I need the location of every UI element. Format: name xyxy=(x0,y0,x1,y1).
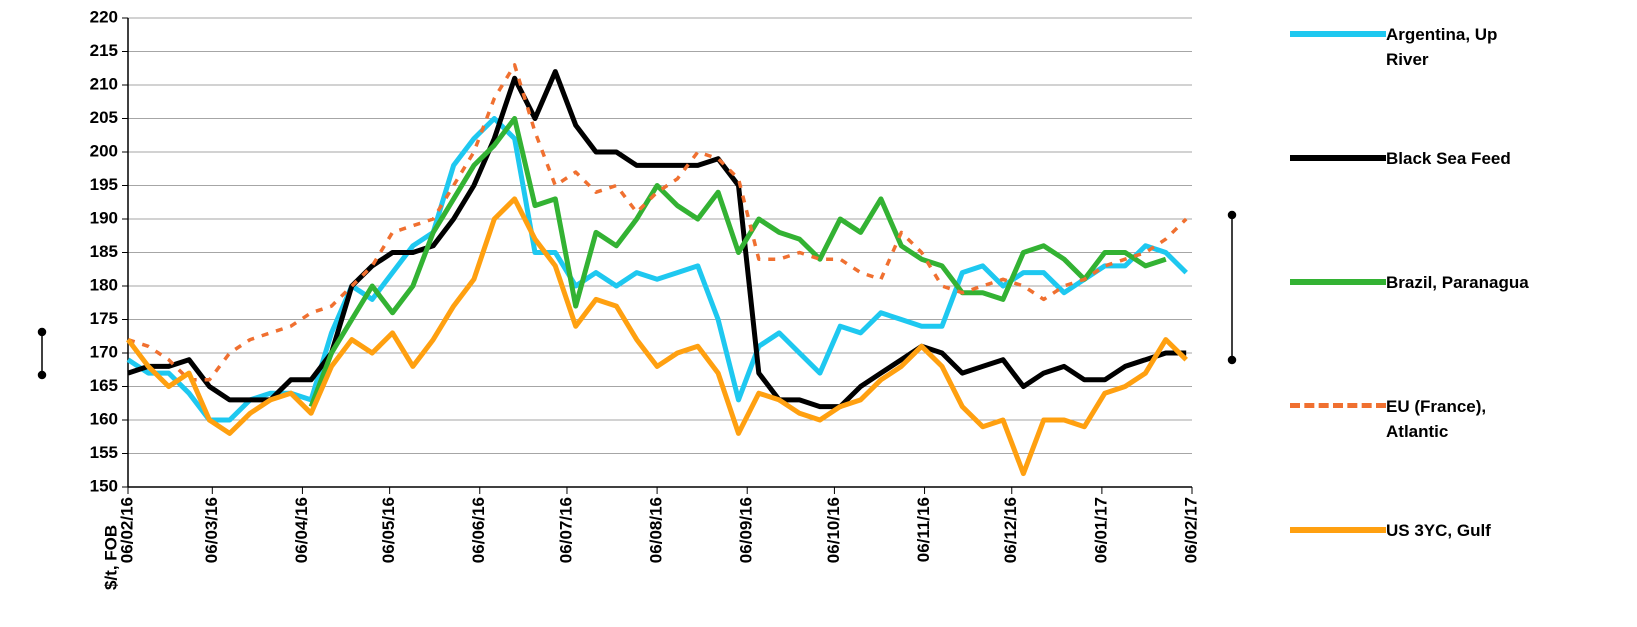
y-tick-label: 210 xyxy=(90,74,118,93)
legend-label: Brazil, Paranagua xyxy=(1386,273,1529,292)
y-axis-label: $/t, FOB xyxy=(101,525,120,590)
y-tick-label: 160 xyxy=(90,409,118,428)
x-tick-label: 06/07/16 xyxy=(556,497,575,563)
y-tick-label: 155 xyxy=(90,443,118,462)
x-tick-label: 06/02/16 xyxy=(117,497,136,563)
series-line xyxy=(127,63,1188,382)
y-tick-label: 180 xyxy=(90,275,118,294)
y-tick-label: 170 xyxy=(90,342,118,361)
series-line xyxy=(127,69,1187,410)
x-tick-label: 06/01/17 xyxy=(1091,497,1110,563)
legend-item: Brazil, Paranagua xyxy=(1290,270,1536,330)
legend-swatch xyxy=(1290,279,1386,285)
y-tick-label: 185 xyxy=(90,242,118,261)
marker-right xyxy=(1227,210,1237,365)
legend-label: US 3YC, Gulf xyxy=(1386,521,1491,540)
x-tick-label: 06/11/16 xyxy=(914,497,933,562)
y-tick-label: 200 xyxy=(90,141,118,160)
chart: $/t, FOB 150 155 160 165 170 175 180 185 190 195 2… xyxy=(37,7,1237,590)
legend-item: Black Sea Feed xyxy=(1290,146,1536,206)
y-tick-label: 165 xyxy=(90,376,118,395)
y-tick-label: 150 xyxy=(90,476,118,495)
legend-label: Argentina, Up River xyxy=(1386,25,1498,69)
series-line xyxy=(308,116,1167,408)
y-tick-label: 220 xyxy=(90,7,118,26)
legend-swatch xyxy=(1290,31,1386,37)
x-tick-label: 06/10/16 xyxy=(824,497,843,563)
x-tick-label: 06/06/16 xyxy=(469,497,488,563)
x-tick-label: 06/04/16 xyxy=(292,497,311,563)
marker-left xyxy=(37,327,47,380)
legend-item: EU (France), Atlantic xyxy=(1290,394,1536,454)
x-tick-label: 06/08/16 xyxy=(647,497,666,563)
legend-swatch xyxy=(1290,155,1386,161)
legend-item: US 3YC, Gulf xyxy=(1290,518,1536,578)
legend-item: Argentina, Up River xyxy=(1290,22,1536,82)
legend-label: EU (France), Atlantic xyxy=(1386,397,1487,441)
x-tick-label: 06/09/16 xyxy=(737,497,756,563)
y-tick-label: 215 xyxy=(90,41,118,60)
x-tick-label: 06/03/16 xyxy=(202,497,221,563)
legend-swatch xyxy=(1290,527,1386,533)
y-tick-label: 190 xyxy=(90,208,118,227)
x-tick-label: 06/12/16 xyxy=(1001,497,1020,563)
y-tick-label: 195 xyxy=(90,175,118,194)
legend-label: Black Sea Feed xyxy=(1386,149,1511,168)
x-tick-label: 06/05/16 xyxy=(379,497,398,563)
x-tick-label: 06/02/17 xyxy=(1181,497,1200,563)
legend-swatch xyxy=(1290,403,1386,408)
y-tick-label: 205 xyxy=(90,108,118,127)
series-line xyxy=(126,196,1188,477)
y-tick-label: 175 xyxy=(90,309,118,328)
